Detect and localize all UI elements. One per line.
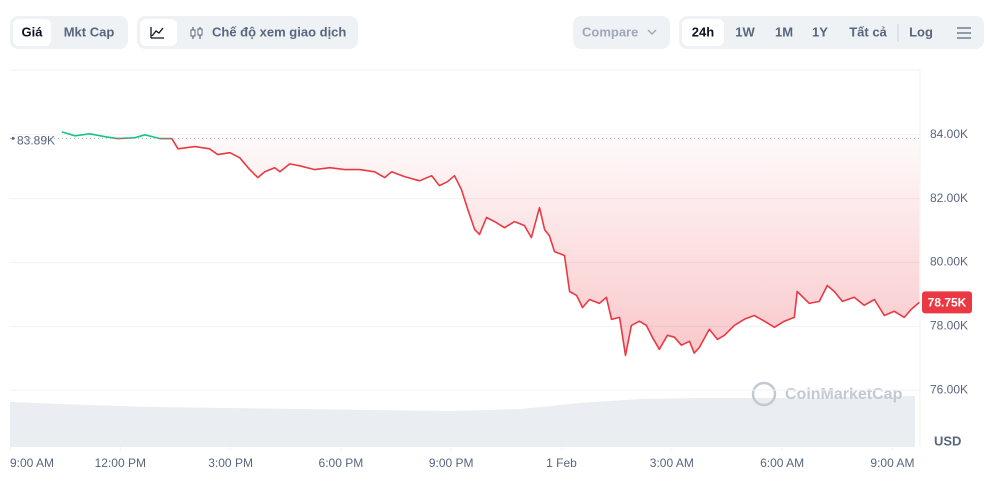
range-active <box>682 19 724 46</box>
x-tick-label: 1 Feb <box>546 456 577 470</box>
x-tick-label: 12:00 PM <box>95 456 146 470</box>
settings-icon[interactable] <box>957 27 971 39</box>
x-tick-label: 9:00 PM <box>429 456 474 470</box>
tab[interactable]: Giá <box>22 24 44 39</box>
reference-label: 83.89K <box>17 133 55 147</box>
line-icon <box>150 27 164 39</box>
currency-label: USD <box>934 433 961 448</box>
log-button[interactable]: Log <box>909 24 933 39</box>
x-tick-label: 6:00 AM <box>760 456 804 470</box>
mode-group <box>137 16 358 49</box>
current-price-box <box>922 291 972 314</box>
x-tick-label: 6:00 PM <box>319 456 364 470</box>
watermark-text: CoinMarketCap <box>785 386 903 403</box>
candle-icon <box>197 28 203 36</box>
watermark-logo <box>751 381 777 407</box>
tab[interactable]: Mkt Cap <box>64 24 115 39</box>
reference-dot <box>11 136 15 140</box>
tab-active <box>13 19 51 46</box>
x-tick-label: 3:00 AM <box>650 456 694 470</box>
y-tick-label: 80.00K <box>930 255 968 269</box>
range-button[interactable]: 24h <box>692 24 714 39</box>
y-tick-label: 78.00K <box>930 319 968 333</box>
candle-icon <box>190 29 196 37</box>
range-button[interactable]: 1W <box>735 24 755 39</box>
range-button[interactable]: Tất cả <box>849 24 887 39</box>
range-button[interactable]: 1Y <box>812 24 828 39</box>
x-tick-label: 3:00 PM <box>208 456 253 470</box>
current-price-label: 78.75K <box>928 296 967 310</box>
chevron <box>647 29 657 35</box>
volume-area <box>10 396 915 447</box>
y-tick-label: 84.00K <box>930 127 968 141</box>
price-area <box>115 138 920 356</box>
range-group <box>679 16 984 49</box>
range-button[interactable]: 1M <box>775 24 793 39</box>
compare-label: Compare <box>582 24 638 39</box>
x-tick-label: 9:00 AM <box>870 456 914 470</box>
mode-button[interactable]: Chế độ xem giao dịch <box>212 24 346 39</box>
x-tick-label: 9:00 AM <box>10 456 54 470</box>
compare-button[interactable] <box>573 16 670 49</box>
y-tick-label: 82.00K <box>930 191 968 205</box>
y-tick-label: 76.00K <box>930 382 968 396</box>
price-line <box>61 131 920 357</box>
